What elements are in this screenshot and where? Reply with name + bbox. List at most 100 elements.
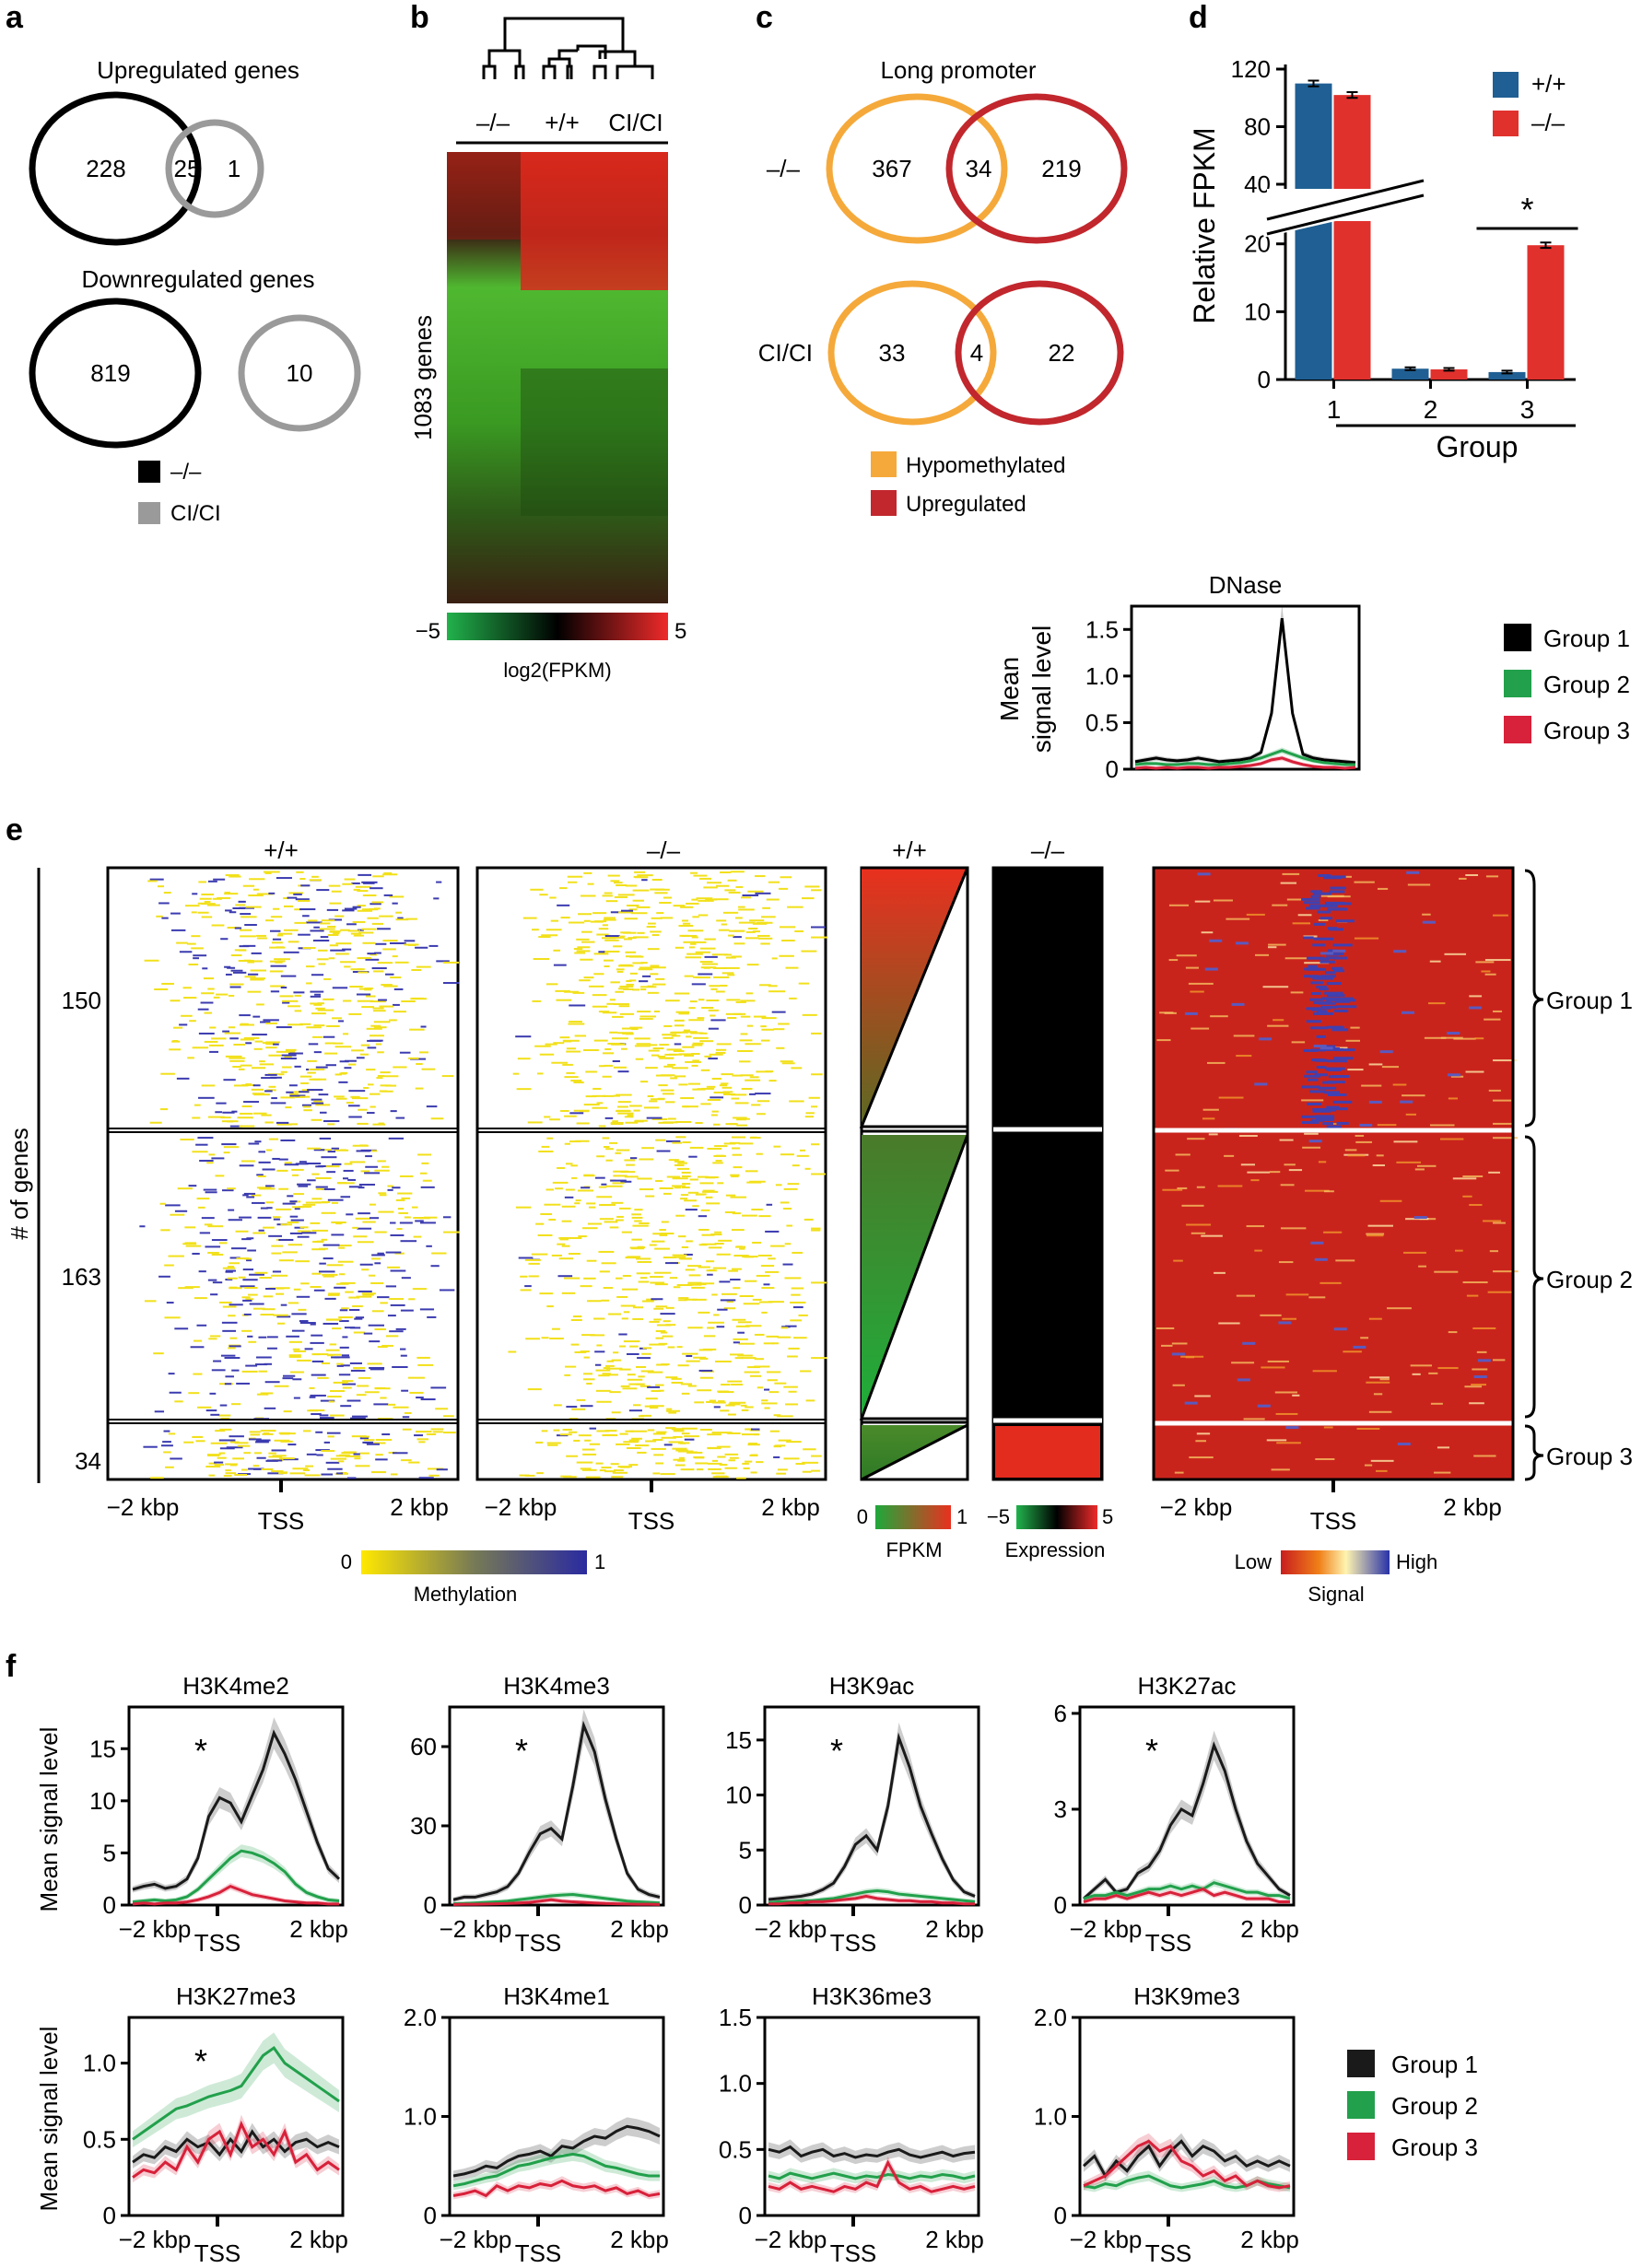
axis-break-line — [1266, 179, 1425, 236]
signal-colorbar: Low High Signal — [1235, 1550, 1437, 1606]
xtick-label: −2 kbp — [755, 2226, 827, 2253]
ytick-label: 1.0 — [1085, 662, 1119, 690]
dnase-legend-label: Group 1 — [1543, 625, 1630, 652]
venn-up-overlap-count: 25 — [174, 155, 201, 182]
chart-frame — [763, 2016, 980, 2217]
xtick-label: 2 kbp — [925, 1915, 984, 1943]
xtick-label: −2 kbp — [440, 2226, 512, 2253]
series-line — [132, 2045, 340, 2141]
expression-column — [991, 866, 1104, 1481]
fpkm-colorbar: 0 1 FPKM — [857, 1505, 968, 1561]
series-line — [1083, 2139, 1291, 2190]
xtick-label: 2 kbp — [925, 2226, 984, 2253]
signal-scale-label: Signal — [1308, 1583, 1364, 1606]
f-ylabel-top: Mean signal level — [35, 1727, 63, 1912]
ytick-label: 2.0 — [1034, 2004, 1067, 2031]
chart-frame — [448, 1705, 665, 1907]
dnase-ylabel-2: signal level — [1027, 625, 1056, 754]
series-line — [132, 1729, 341, 1891]
series-line — [768, 2145, 976, 2159]
ytick-label: 2.0 — [404, 2004, 437, 2031]
bar-legend-label: +/+ — [1531, 70, 1566, 98]
f-legend-swatch-group1 — [1347, 2050, 1375, 2077]
signal-scale-max: High — [1396, 1550, 1437, 1573]
ytick-label: 1.0 — [1034, 2103, 1067, 2131]
chart-title: H3K9me3 — [1133, 1982, 1240, 2010]
series-line — [1134, 617, 1356, 765]
bar-ytick-label: 80 — [1244, 113, 1271, 141]
chart-title: H3K27me3 — [176, 1982, 296, 2010]
chart-frame — [1078, 1705, 1296, 1907]
xtick-label: −2 kbp — [119, 1915, 192, 1943]
bar-error — [1346, 91, 1358, 99]
xtick-label: TSS — [194, 1929, 241, 1957]
expr-scale-label: Expression — [1005, 1538, 1106, 1561]
group-brackets — [1524, 869, 1544, 1481]
dnase-ylabel-1: Mean — [995, 657, 1024, 721]
bar — [1488, 371, 1526, 380]
xtick-minus2-wt: −2 kbp — [107, 1493, 180, 1521]
venn-down-ci-circle — [238, 314, 361, 432]
dnase-line-chart: 0 0.5 1.0 1.5 DNase Mean signal level Group 1 Gr… — [995, 571, 1630, 783]
xtick-label: −2 kbp — [440, 1915, 512, 1943]
series-line — [768, 1732, 976, 1901]
series-line — [1083, 1888, 1290, 1904]
legend-label-knockout: –/– — [170, 460, 202, 485]
series-band — [1135, 747, 1355, 767]
bracket-label-group2: Group 2 — [1546, 1266, 1633, 1293]
group1-gene-count: 150 — [62, 987, 101, 1014]
chart-title: H3K36me3 — [812, 1982, 932, 2010]
legend-swatch-hypomethylated — [871, 451, 897, 477]
panel-label-c: c — [756, 0, 773, 35]
histone-chart-h3k27me3: 0 0.5 1.0 H3K27me3 −2 kbp TSS 2 kbp * — [83, 1982, 348, 2267]
genes-axis-label: # of genes — [6, 1128, 33, 1239]
expression-group3-block — [995, 1426, 1100, 1478]
xtick-plus2-sig: 2 kbp — [1443, 1493, 1502, 1521]
f-legend-swatch-group2 — [1347, 2091, 1375, 2119]
methylation-col-title-knockout: –/– — [647, 836, 681, 864]
fpkm-col-title: +/+ — [892, 836, 927, 864]
f-legend-label-group3: Group 3 — [1391, 2134, 1478, 2161]
dnase-legend-swatch — [1504, 716, 1531, 743]
legend-swatch-knockout — [138, 461, 160, 483]
expr-scale-min: −5 — [987, 1505, 1010, 1528]
bar-error — [1443, 367, 1455, 372]
ytick-label: 0 — [1054, 2202, 1067, 2229]
fpkm-scale-min: 0 — [857, 1505, 868, 1528]
xtick-label: 2 kbp — [289, 1915, 348, 1943]
bar-legend-swatch — [1493, 111, 1519, 136]
panel-b: b –/– +/+ CI/CI 1083 genes −5 5 log2(FPK… — [409, 0, 686, 682]
bar — [1295, 83, 1332, 380]
panel-e-xticks: −2 kbp TSS 2 kbp −2 kbp TSS 2 kbp −2 kbp… — [107, 1479, 1502, 1535]
f-legend-label-group1: Group 1 — [1391, 2051, 1478, 2078]
ytick-label: 10 — [89, 1787, 116, 1815]
heatmap-group-knockout: –/– — [476, 109, 510, 136]
venn-c2-up-circle — [955, 280, 1124, 426]
series-band — [453, 2117, 660, 2181]
xtick-label: 2 kbp — [610, 2226, 669, 2253]
heatmap-group-wildtype: +/+ — [545, 109, 580, 136]
bar-ytick-label: 10 — [1244, 298, 1271, 325]
ytick-label: 3 — [1054, 1795, 1067, 1823]
xtick-label: TSS — [515, 2239, 562, 2267]
ytick-label: 0 — [424, 1891, 437, 1919]
f-legend-label-group2: Group 2 — [1391, 2092, 1478, 2120]
chart-title: H3K4me2 — [182, 1672, 289, 1700]
chart-frame — [763, 1705, 980, 1907]
f-ylabel-bottom: Mean signal level — [35, 2027, 63, 2212]
venn-c2-hypo-circle — [827, 280, 997, 426]
ytick-label: 1.0 — [404, 2103, 437, 2131]
dnase-legend-swatch — [1504, 670, 1531, 697]
venn-up-left-count: 228 — [86, 155, 125, 182]
series-line — [132, 2120, 340, 2179]
venn-c1-up-circle — [945, 93, 1128, 244]
series-line — [132, 1884, 339, 1906]
fpkm-scale-label: FPKM — [886, 1538, 942, 1561]
panel-label-d: d — [1189, 0, 1208, 35]
significance-star: * — [1145, 1732, 1158, 1770]
xtick-tss-sig: TSS — [1310, 1507, 1357, 1535]
series-band — [453, 2176, 660, 2200]
significance-star: * — [194, 1732, 207, 1770]
